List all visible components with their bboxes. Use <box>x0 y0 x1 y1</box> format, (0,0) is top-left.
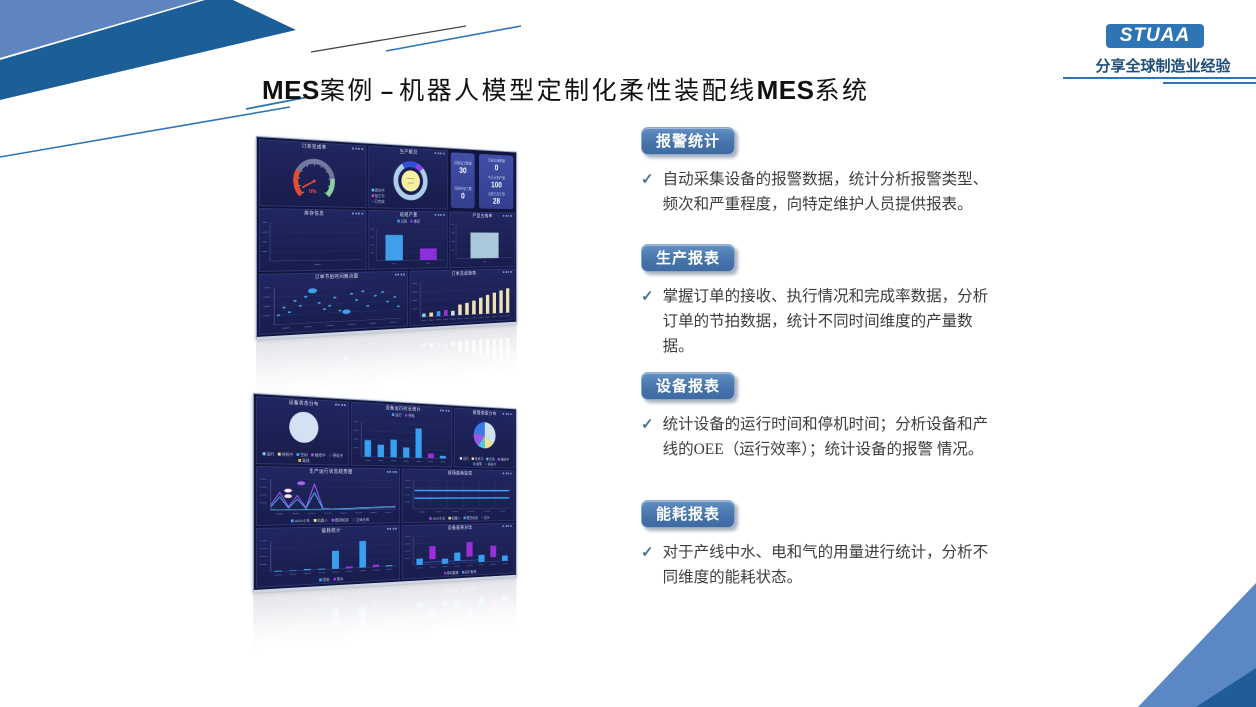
chart-bars <box>404 592 514 637</box>
title-dash: – <box>380 79 394 104</box>
chart-legend: 停机能耗 运行能耗 <box>403 583 514 596</box>
chart-bars <box>259 600 399 650</box>
bullet-alarm-stats: 自动采集设备的报警数据，统计分析报警类型、频次和严重程度，向特定维护人员提供报表… <box>662 171 989 213</box>
panel-toolbar-icons <box>394 387 405 391</box>
panel-toolbar-icons <box>434 214 445 216</box>
title-mes2: MES <box>756 75 815 105</box>
panel-combars: 设备能耗对比 停机能耗 运行能耗 <box>401 522 515 580</box>
chart-bars <box>404 529 514 569</box>
chart-hlines <box>403 645 514 650</box>
panel-pie1: 设备状态分布 运行 待机中 空闲 维修中 停机中 离线 <box>255 396 350 466</box>
section-production-report: 生产报表 ✓ 掌握订单的接收、执行情况和完成率数据，分析订单的节拍数据，统计不同… <box>641 244 1016 359</box>
chart-legend: 运行 待机中 空闲 维修中 报警 停机中 <box>455 455 514 468</box>
chart-bars <box>412 275 514 321</box>
kpi-card: 当班交接数量 0 今日计划产量 100 当班已加工数 28 <box>479 153 514 210</box>
panel-trend: 订单完成趋势 <box>409 268 515 327</box>
panel-energybars: 能耗统计 用电 用水 <box>255 524 401 588</box>
title-system: 系统 <box>814 78 870 105</box>
logo-underline <box>1063 77 1256 79</box>
company-logo: STUAA <box>1106 24 1204 48</box>
title-desc: 机器人模型定制化柔性装配线 <box>399 78 757 105</box>
logo-underline-short <box>1163 82 1256 84</box>
chart-legend: AGV小车机器人数控机床立体仓库 <box>257 516 399 525</box>
logo-tagline: 分享全球制造业经验 <box>1095 58 1231 75</box>
chart-hlines <box>404 475 514 513</box>
panel-toolbar-icons <box>503 270 512 273</box>
panel-teamout: 班组产量白班夜班 <box>367 210 448 270</box>
chart-legend: 排队中 加工中 已完成 <box>371 188 385 204</box>
panel-scatter: 订单节拍时间散点图 <box>258 270 408 335</box>
page-title: MES案例 – 机器人模型定制化柔性装配线MES系统 <box>262 70 869 107</box>
mes-dashboard-equipment: 设备状态分布运行待机中空闲维修中停机中离线设备运行时长统计运行停机报警类型分布运… <box>253 393 517 593</box>
panel-gauge: 订单完成率 0% <box>258 139 367 209</box>
chart-pie <box>473 421 496 449</box>
badge-equipment-report: 设备报表 <box>641 372 736 400</box>
panel-toolbar-icons <box>502 525 512 527</box>
badge-alarm-stats: 报警统计 <box>641 127 736 155</box>
panel-empty: 库存信息 <box>258 208 367 272</box>
bullet-equipment-report: 统计设备的运行时间和停机时间；分析设备和产线的OEE（运行效率）；统计设备的报警… <box>662 416 989 458</box>
panel-toolbar-icons <box>386 640 397 644</box>
bullet-production-report: 掌握订单的接收、执行情况和完成率数据，分析订单的节拍数据，统计不同时间维度的产量… <box>662 288 989 355</box>
section-alarm-stats: 报警统计 ✓ 自动采集设备的报警数据，统计分析报警类型、频次和严重程度，向特定维… <box>641 127 1016 217</box>
chart-bars <box>412 334 514 384</box>
panel-combars: 设备能耗对比 停机能耗 运行能耗 <box>401 582 515 645</box>
chart-circle <box>289 411 319 444</box>
chart-bars <box>451 219 514 263</box>
panel-toolbar-icons <box>386 527 397 530</box>
check-icon: ✓ <box>641 171 654 188</box>
title-case: 案例 <box>319 78 375 105</box>
check-icon: ✓ <box>641 544 654 561</box>
bullet-energy-report: 对于产线中水、电和气的用量进行统计，分析不同维度的能耗状态。 <box>662 544 989 586</box>
badge-energy-report: 能耗报表 <box>641 500 736 528</box>
panel-kpi2: 当班交接数量 0 今日计划产量 100 当班已加工数 28 <box>478 152 515 211</box>
panel-toolbar-icons <box>502 472 512 475</box>
check-icon: ✓ <box>641 288 654 305</box>
chart-bars <box>370 224 447 265</box>
panel-kpi1: 当班加工数量 30 当班待加工数 0 <box>449 150 476 210</box>
svg-text:0%: 0% <box>309 189 317 195</box>
panel-title: 设备能耗对比 <box>447 630 473 639</box>
panel-toolbar-icons <box>386 470 397 473</box>
panel-toolbar-icons <box>503 377 512 381</box>
panel-title: 能耗统计 <box>321 642 341 650</box>
panel-toolbar-icons <box>394 273 405 276</box>
chart-legend: 用电 用水 <box>257 591 399 607</box>
panel-trend: 订单完成趋势 <box>409 329 515 393</box>
chart-legend: AGV小车 机器人 数控机床 总计 <box>403 514 514 522</box>
panel-scatter: 订单节拍时间散点图 <box>258 336 408 397</box>
chart-legend: AGV小车 机器人 数控机床 总计 <box>403 636 514 650</box>
chart-scatter <box>263 341 407 397</box>
chart-grid <box>262 216 365 266</box>
section-energy-report: 能耗报表 ✓ 对于产线中水、电和气的用量进行统计，分析不同维度的能耗状态。 <box>641 500 1016 590</box>
kpi-card: 当班加工数量 30 当班待加工数 0 <box>450 152 475 209</box>
panel-energybars: 能耗统计 用电 用水 <box>255 589 401 650</box>
panel-qual: 产品合格率 <box>449 211 515 268</box>
chart-legend: 运行 待机中 空闲 维修中 停机中 离线 <box>257 450 349 465</box>
check-icon: ✓ <box>641 416 654 433</box>
panel-toolbar-icons <box>502 629 512 632</box>
panel-toolbar-icons <box>352 212 363 215</box>
chart-scatter <box>263 278 407 329</box>
badge-production-report: 生产报表 <box>641 244 736 272</box>
panel-pie2: 报警类型分布 运行 待机中 空闲 维修中 报警 停机中 <box>454 407 515 469</box>
chart-line <box>259 474 399 514</box>
title-mes: MES <box>262 75 320 105</box>
chart-gauge: 0% <box>260 147 365 207</box>
panel-donut: 生产概况 排队中 加工中 已完成 <box>367 145 448 210</box>
dashboard-screenshot-top: 订单完成率 0% 生产概况 排队中 加工中 已完成 当班加工数量 30 当班待加工数 0 当班交接数… <box>256 136 574 397</box>
section-equipment-report: 设备报表 ✓ 统计设备的运行时间和停机时间；分析设备和产线的OEE（运行效率）；… <box>641 372 1016 462</box>
panel-runbars: 设备运行时长统计 运行 停机 <box>351 401 453 468</box>
chart-bars <box>354 416 452 463</box>
panel-toolbar-icons <box>503 215 512 217</box>
dashboard-screenshot-bottom: 设备状态分布 运行 待机中 空闲 维修中 停机中 离线 设备运行时长统计 运行 停机 报警类型分布运… <box>253 393 575 650</box>
panel-title: 订单完成趋势 <box>451 378 477 387</box>
